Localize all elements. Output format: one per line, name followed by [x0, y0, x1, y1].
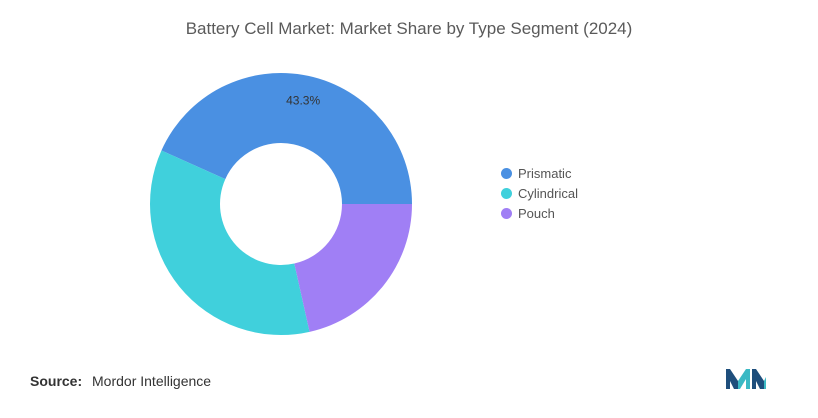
- legend-item-pouch[interactable]: Pouch: [501, 203, 578, 223]
- source-label: Source:: [30, 373, 83, 389]
- slice-pouch[interactable]: [294, 204, 412, 332]
- legend-marker-prismatic: [501, 167, 512, 179]
- legend-item-cylindrical[interactable]: Cylindrical: [501, 183, 578, 203]
- legend: Prismatic Cylindrical Pouch: [501, 163, 578, 223]
- legend-label-prismatic: Prismatic: [518, 165, 572, 181]
- legend-marker-cylindrical: [501, 187, 512, 199]
- slice-prismatic[interactable]: [161, 73, 412, 204]
- legend-label-cylindrical: Cylindrical: [518, 185, 578, 201]
- legend-marker-pouch: [501, 207, 512, 219]
- legend-item-prismatic[interactable]: Prismatic: [501, 163, 578, 183]
- slice-cylindrical[interactable]: [150, 150, 310, 335]
- legend-label-pouch: Pouch: [518, 205, 555, 221]
- source-note: Source: Mordor Intelligence: [30, 373, 211, 389]
- source-text: Mordor Intelligence: [92, 373, 212, 389]
- mordor-intelligence-logo-icon: [726, 369, 766, 389]
- chart-title: Battery Cell Market: Market Share by Typ…: [185, 19, 633, 38]
- data-label-prismatic: 43.3%: [286, 93, 320, 107]
